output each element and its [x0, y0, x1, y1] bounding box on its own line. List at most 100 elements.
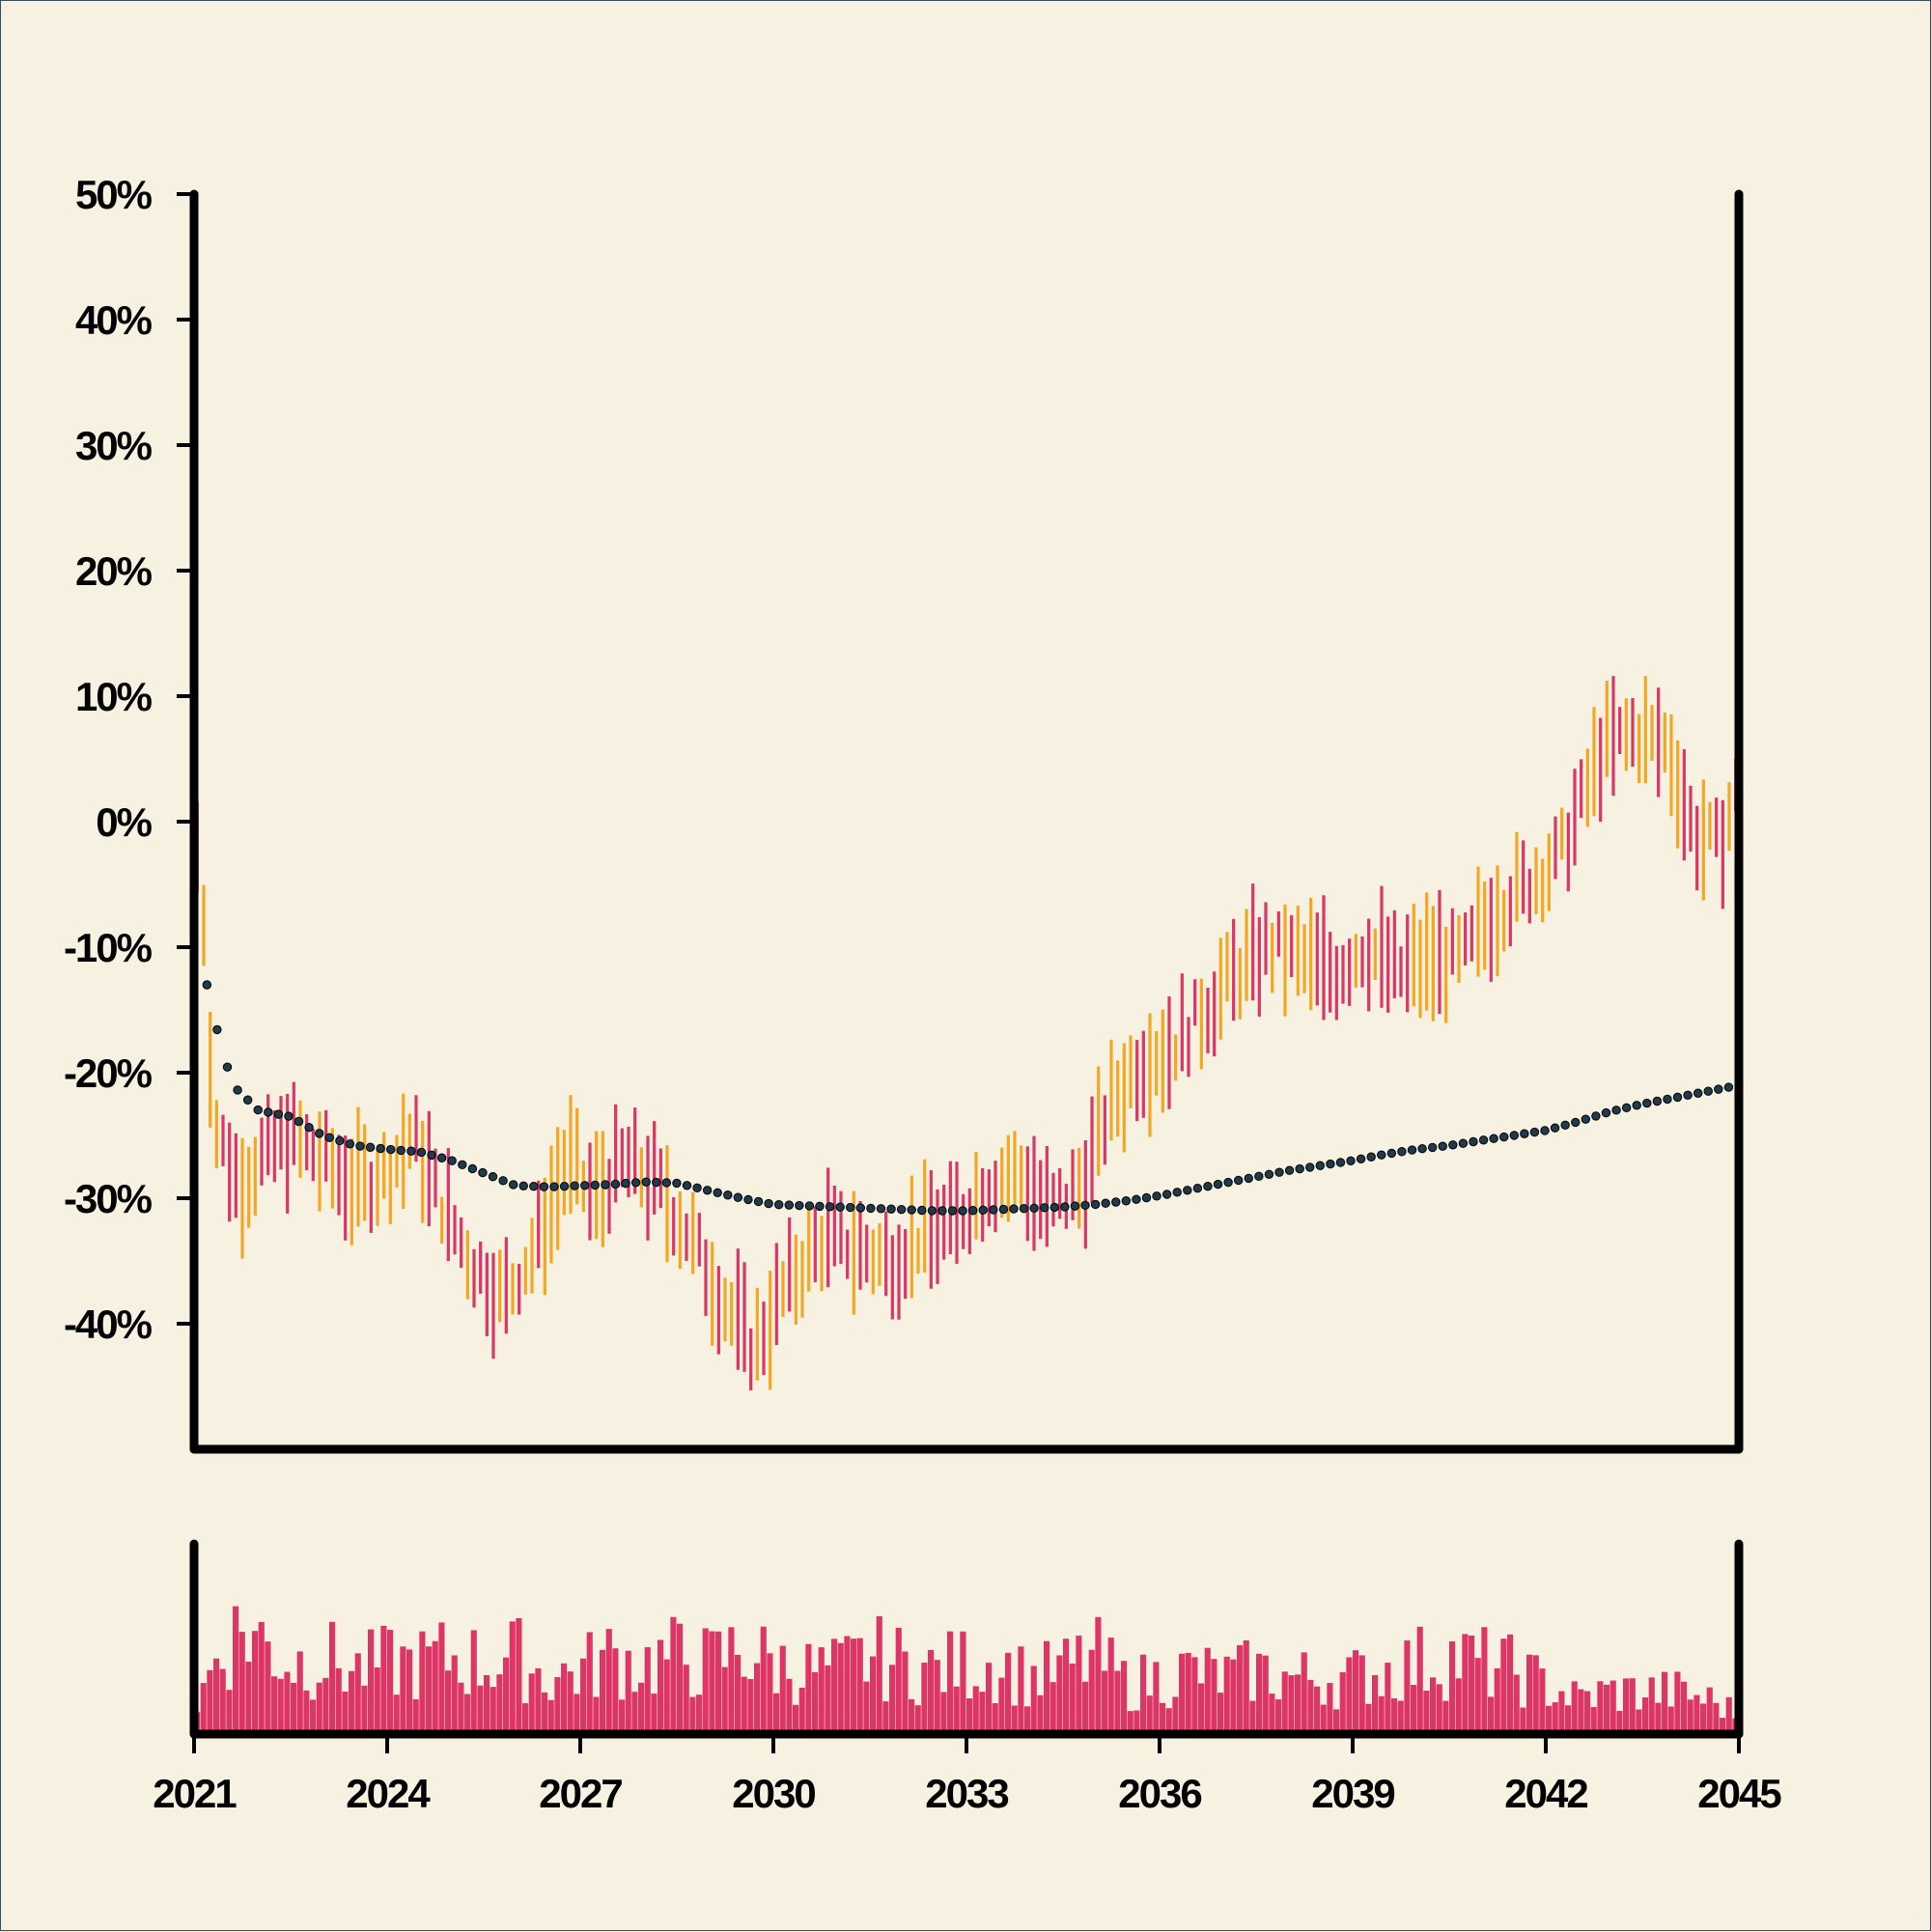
- moving-average-point: [641, 1177, 651, 1187]
- volume-bar: [663, 1659, 670, 1734]
- volume-bar: [1642, 1697, 1649, 1734]
- volume-bar: [1275, 1699, 1282, 1734]
- x-tick-label: 2045: [1697, 1771, 1781, 1816]
- moving-average-point: [1090, 1199, 1101, 1210]
- volume-bar: [1391, 1697, 1398, 1734]
- volume-bar: [387, 1630, 394, 1734]
- volume-bar: [200, 1683, 207, 1734]
- moving-average-point: [559, 1181, 570, 1191]
- volume-bar: [406, 1649, 413, 1734]
- volume-bar: [1546, 1705, 1553, 1734]
- moving-average-point: [1550, 1123, 1560, 1133]
- moving-average-point: [702, 1186, 713, 1195]
- volume-bar: [972, 1686, 979, 1734]
- moving-average-point: [458, 1160, 467, 1170]
- volume-bar: [825, 1665, 831, 1734]
- moving-average-point: [825, 1202, 835, 1212]
- volume-bar: [1648, 1677, 1655, 1734]
- moving-average-point: [1601, 1107, 1611, 1118]
- volume-bar: [1706, 1687, 1713, 1734]
- volume-bar: [1449, 1641, 1456, 1734]
- volume-bar: [683, 1665, 689, 1734]
- volume-bar: [1681, 1681, 1688, 1734]
- moving-average-point: [1417, 1143, 1427, 1154]
- moving-average-point: [866, 1203, 876, 1214]
- volume-bar: [721, 1666, 728, 1734]
- moving-average-point: [743, 1194, 753, 1205]
- moving-average-point: [1663, 1094, 1672, 1105]
- moving-average-point: [886, 1204, 896, 1214]
- y-tick-label: -30%: [64, 1176, 153, 1221]
- volume-bar: [1700, 1703, 1707, 1734]
- volume-bar: [1049, 1682, 1056, 1734]
- moving-average-point: [1152, 1191, 1161, 1201]
- volume-bar: [1552, 1702, 1558, 1734]
- volume-bar: [374, 1666, 380, 1734]
- volume-bar: [1217, 1693, 1224, 1734]
- volume-bar: [1185, 1652, 1191, 1734]
- x-tick-label: 2033: [925, 1771, 1008, 1816]
- moving-average-point: [804, 1201, 815, 1211]
- volume-bar: [1488, 1696, 1495, 1734]
- volume-bar: [1397, 1700, 1404, 1734]
- moving-average-point: [1111, 1197, 1121, 1207]
- moving-average-point: [396, 1145, 406, 1156]
- moving-average-point: [1183, 1186, 1192, 1195]
- volume-bar: [226, 1690, 233, 1734]
- moving-average-point: [1305, 1162, 1315, 1172]
- volume-bar: [863, 1681, 870, 1734]
- volume-bar: [1056, 1655, 1063, 1734]
- volume-bar: [412, 1698, 419, 1734]
- volume-bar: [503, 1657, 510, 1734]
- volume-bar: [1082, 1681, 1089, 1734]
- volume-bar: [1018, 1646, 1024, 1734]
- volume-bar: [580, 1658, 587, 1734]
- volume-bar: [818, 1647, 825, 1734]
- moving-average-point: [682, 1181, 692, 1190]
- volume-bar: [1288, 1675, 1295, 1734]
- volume-bar: [1411, 1685, 1417, 1734]
- volume-bar: [316, 1682, 322, 1734]
- x-tick-label: 2039: [1311, 1771, 1394, 1816]
- volume-bar: [509, 1621, 516, 1734]
- volume-bar: [1662, 1671, 1668, 1734]
- moving-average-point: [989, 1205, 998, 1215]
- volume-bar: [284, 1671, 291, 1734]
- moving-average-point: [917, 1205, 927, 1216]
- volume-bar: [1539, 1668, 1546, 1734]
- volume-bar: [793, 1704, 799, 1734]
- volume-bar: [1597, 1681, 1604, 1734]
- volume-bar: [889, 1665, 896, 1734]
- volume-bar: [238, 1632, 245, 1734]
- moving-average-point: [947, 1206, 958, 1216]
- volume-bar: [1262, 1655, 1269, 1734]
- y-tick-label: -10%: [64, 925, 153, 970]
- volume-bar: [1102, 1670, 1108, 1734]
- volume-bar: [1469, 1635, 1475, 1734]
- volume-bar: [1520, 1707, 1526, 1734]
- volume-bar: [1024, 1706, 1031, 1734]
- volume-bar: [1237, 1644, 1244, 1734]
- volume-bar: [1088, 1649, 1095, 1734]
- moving-average-point: [1080, 1200, 1090, 1211]
- volume-bar: [696, 1694, 703, 1734]
- volume-bar: [1133, 1710, 1140, 1734]
- volume-bar: [207, 1669, 213, 1734]
- moving-average-point: [284, 1111, 294, 1121]
- volume-bar: [1165, 1708, 1172, 1734]
- volume-bar: [786, 1678, 793, 1734]
- moving-average-point: [580, 1181, 590, 1190]
- volume-bar: [490, 1687, 496, 1734]
- volume-bar: [619, 1699, 626, 1734]
- moving-average-point: [652, 1177, 661, 1188]
- volume-bar: [1494, 1667, 1500, 1734]
- moving-average-point: [1540, 1126, 1550, 1135]
- volume-bar: [1211, 1659, 1217, 1734]
- volume-bar: [1153, 1662, 1160, 1734]
- volume-bar: [928, 1649, 935, 1734]
- moving-average-point: [692, 1183, 702, 1193]
- volume-bar: [1223, 1656, 1230, 1734]
- volume-bar: [554, 1677, 561, 1734]
- y-tick-label: -40%: [64, 1302, 153, 1347]
- volume-bar: [1513, 1674, 1520, 1734]
